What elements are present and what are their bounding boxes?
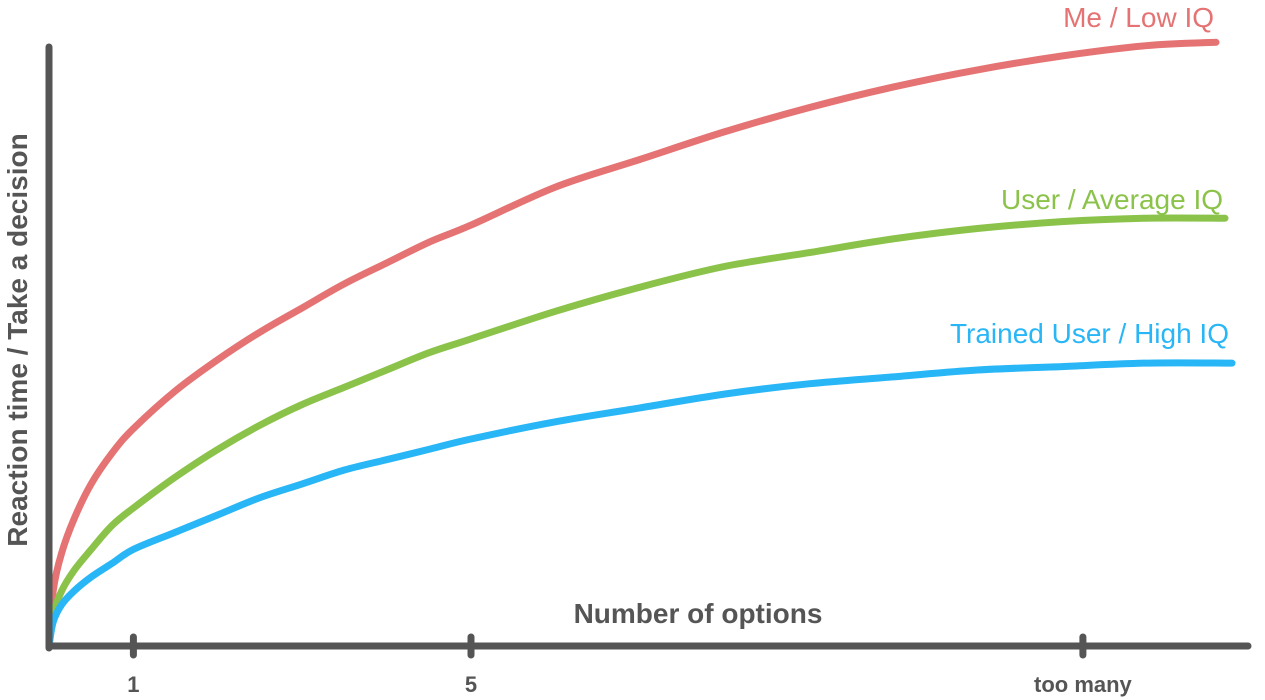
series-label-trained-user-high-iq: Trained User / High IQ xyxy=(950,318,1229,349)
label-layer: Me / Low IQ User / Average IQ Trained User… xyxy=(950,2,1229,349)
series-label-user-average-iq: User / Average IQ xyxy=(1001,184,1223,215)
series-line-trained-user-high-iq xyxy=(45,359,1236,650)
x-tick-label-5: 5 xyxy=(465,672,477,697)
x-axis-title: Number of options xyxy=(574,598,823,629)
series-layer xyxy=(45,38,1236,650)
series-line-user-average-iq xyxy=(45,214,1229,650)
y-axis-title: Reaction time / Take a decision xyxy=(2,133,33,546)
tick-layer: 1 5 too many xyxy=(127,633,1133,697)
x-tick-label-1: 1 xyxy=(127,672,139,697)
series-line-me-low-iq xyxy=(45,38,1220,650)
series-label-me-low-iq: Me / Low IQ xyxy=(1063,2,1214,33)
x-tick-label-too-many: too many xyxy=(1034,672,1133,697)
